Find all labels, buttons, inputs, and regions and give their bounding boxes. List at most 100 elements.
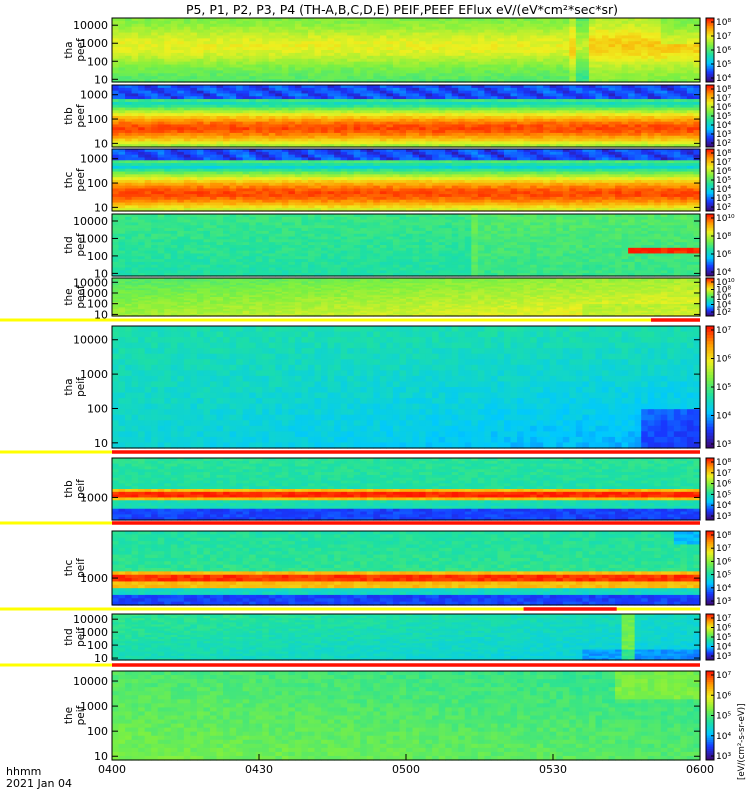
- heatmap-cell: [125, 138, 133, 142]
- heatmap-cell: [686, 23, 695, 28]
- heatmap-cell: [425, 76, 433, 80]
- heatmap-cell: [236, 32, 244, 37]
- heatmap-cell: [327, 73, 335, 77]
- heatmap-cell: [464, 35, 472, 39]
- heatmap-cell: [588, 18, 597, 22]
- heatmap-cell: [294, 64, 303, 69]
- heatmap-cell: [477, 29, 485, 34]
- heatmap-cell: [294, 58, 303, 63]
- heatmap-cell: [543, 58, 551, 63]
- heatmap-cell: [229, 73, 237, 77]
- heatmap-cell: [196, 55, 205, 60]
- heatmap-cell: [334, 64, 342, 69]
- heatmap-cell: [294, 23, 303, 28]
- heatmap-cell: [399, 44, 407, 48]
- heatmap-cell: [543, 41, 551, 45]
- heatmap-cell: [151, 35, 159, 39]
- heatmap-cell: [242, 70, 250, 74]
- heatmap-cell: [112, 87, 120, 92]
- heatmap-cell: [602, 26, 610, 31]
- heatmap-cell: [112, 32, 120, 37]
- colorbar-step: [706, 58, 714, 61]
- heatmap-cell: [125, 107, 133, 111]
- heatmap-cell: [242, 79, 250, 83]
- heatmap-cell: [138, 99, 146, 103]
- heatmap-cell: [399, 32, 407, 37]
- heatmap-cell: [144, 104, 152, 109]
- heatmap-cell: [432, 52, 440, 57]
- heatmap-cell: [347, 55, 355, 60]
- heatmap-cell: [223, 38, 231, 42]
- heatmap-cell: [125, 96, 133, 100]
- heatmap-cell: [628, 61, 636, 66]
- heatmap-cell: [177, 38, 185, 42]
- heatmap-cell: [641, 18, 649, 22]
- heatmap-cell: [425, 70, 433, 74]
- heatmap-cell: [131, 47, 139, 51]
- heatmap-cell: [327, 50, 335, 54]
- heatmap-cell: [294, 18, 303, 22]
- heatmap-cell: [615, 67, 623, 71]
- heatmap-cell: [308, 79, 316, 83]
- heatmap-cell: [660, 70, 668, 74]
- heatmap-cell: [138, 29, 146, 34]
- heatmap-cell: [183, 76, 191, 80]
- heatmap-cell: [588, 23, 597, 28]
- heatmap-cell: [308, 47, 316, 51]
- heatmap-cell: [170, 85, 178, 89]
- heatmap-cell: [294, 70, 303, 74]
- heatmap-cell: [190, 50, 198, 54]
- heatmap-cell: [654, 41, 662, 45]
- heatmap-cell: [170, 52, 178, 57]
- heatmap-cell: [490, 64, 499, 69]
- heatmap-cell: [118, 118, 126, 123]
- heatmap-cell: [340, 38, 348, 42]
- heatmap-cell: [425, 64, 433, 69]
- heatmap-cell: [477, 35, 485, 39]
- heatmap-cell: [556, 61, 564, 66]
- heatmap-cell: [118, 18, 126, 22]
- heatmap-cell: [210, 47, 218, 51]
- heatmap-cell: [458, 70, 466, 74]
- heatmap-cell: [536, 41, 544, 45]
- heatmap-cell: [471, 50, 479, 54]
- heatmap-cell: [249, 35, 257, 39]
- heatmap-cell: [523, 79, 531, 83]
- heatmap-cell: [223, 20, 231, 25]
- heatmap-cell: [236, 20, 244, 25]
- heatmap-cell: [615, 47, 623, 51]
- heatmap-cell: [151, 138, 159, 142]
- heatmap-cell: [203, 79, 211, 83]
- heatmap-cell: [216, 44, 224, 48]
- heatmap-cell: [373, 20, 381, 25]
- heatmap-cell: [615, 50, 623, 54]
- heatmap-cell: [634, 29, 642, 34]
- heatmap-cell: [504, 23, 512, 28]
- heatmap-cell: [281, 35, 289, 39]
- heatmap-cell: [334, 35, 342, 39]
- heatmap-cell: [210, 32, 218, 37]
- heatmap-cell: [680, 79, 688, 83]
- heatmap-cell: [229, 29, 237, 34]
- heatmap-cell: [471, 70, 479, 74]
- heatmap-cell: [157, 101, 165, 106]
- heatmap-cell: [112, 116, 120, 120]
- heatmap-cell: [196, 20, 205, 25]
- heatmap-cell: [445, 23, 453, 28]
- heatmap-cell: [275, 35, 283, 39]
- heatmap-cell: [543, 61, 551, 66]
- heatmap-cell: [262, 23, 270, 28]
- heatmap-cell: [392, 73, 401, 77]
- heatmap-cell: [151, 58, 159, 63]
- y-tick-label: 1000: [80, 37, 108, 50]
- heatmap-cell: [634, 67, 642, 71]
- heatmap-cell: [151, 32, 159, 37]
- heatmap-cell: [118, 110, 126, 114]
- heatmap-cell: [190, 67, 198, 71]
- heatmap-cell: [118, 29, 126, 34]
- heatmap-cell: [144, 73, 152, 77]
- heatmap-cell: [608, 58, 616, 63]
- heatmap-cell: [366, 44, 374, 48]
- heatmap-cell: [628, 38, 636, 42]
- heatmap-cell: [497, 64, 505, 69]
